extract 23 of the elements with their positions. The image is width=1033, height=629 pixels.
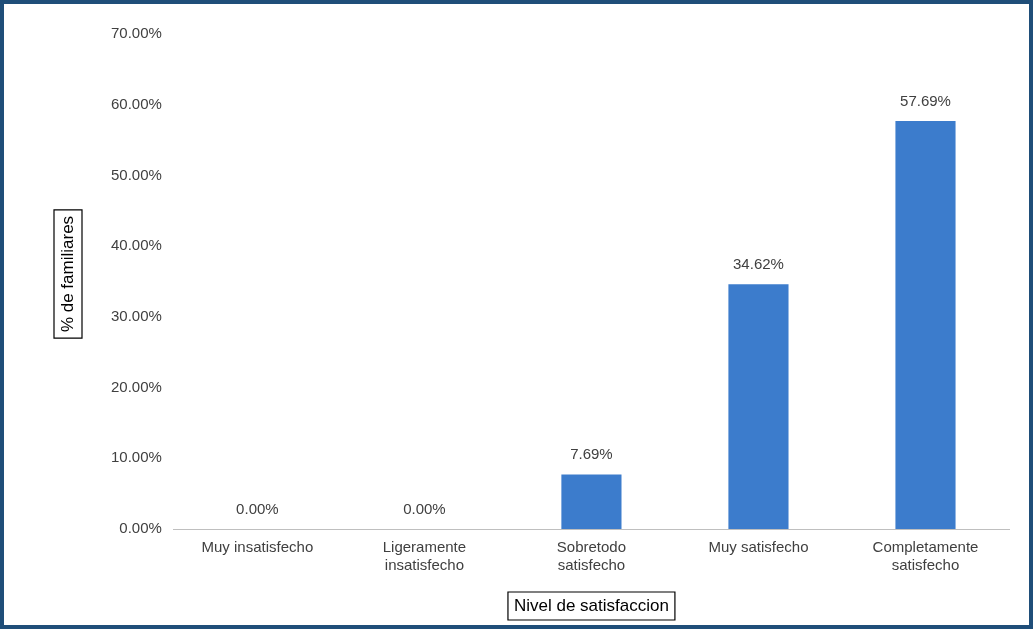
y-tick-label: 20.00% <box>111 377 162 395</box>
x-tick-label: Muy insatisfecho <box>201 538 314 556</box>
x-tick-label: Sobretodo satisfecho <box>556 538 627 574</box>
data-label: 0.00% <box>403 499 446 517</box>
data-label: 57.69% <box>900 91 951 109</box>
bar <box>561 474 622 529</box>
x-axis-title: Nivel de satisfaccion <box>513 595 669 615</box>
data-label: 0.00% <box>236 499 279 517</box>
data-label: 34.62% <box>733 254 784 272</box>
y-axis-title: % de familiares <box>57 215 77 333</box>
x-tick-label: Completamente satisfecho <box>872 538 979 574</box>
y-tick-label: 60.00% <box>111 94 162 112</box>
y-tick-label: 30.00% <box>111 307 162 324</box>
y-tick-label: 70.00% <box>111 24 162 42</box>
x-tick-label: Muy satisfecho <box>708 538 809 556</box>
x-tick-label: Ligeramente insatisfecho <box>382 538 467 574</box>
bar <box>895 121 956 529</box>
y-tick-label: 40.00% <box>111 236 162 254</box>
y-tick-label: 0.00% <box>119 519 162 537</box>
bar <box>728 284 789 529</box>
data-label: 7.69% <box>570 445 613 463</box>
y-tick-label: 10.00% <box>111 448 162 466</box>
y-tick-label: 50.00% <box>111 165 162 183</box>
